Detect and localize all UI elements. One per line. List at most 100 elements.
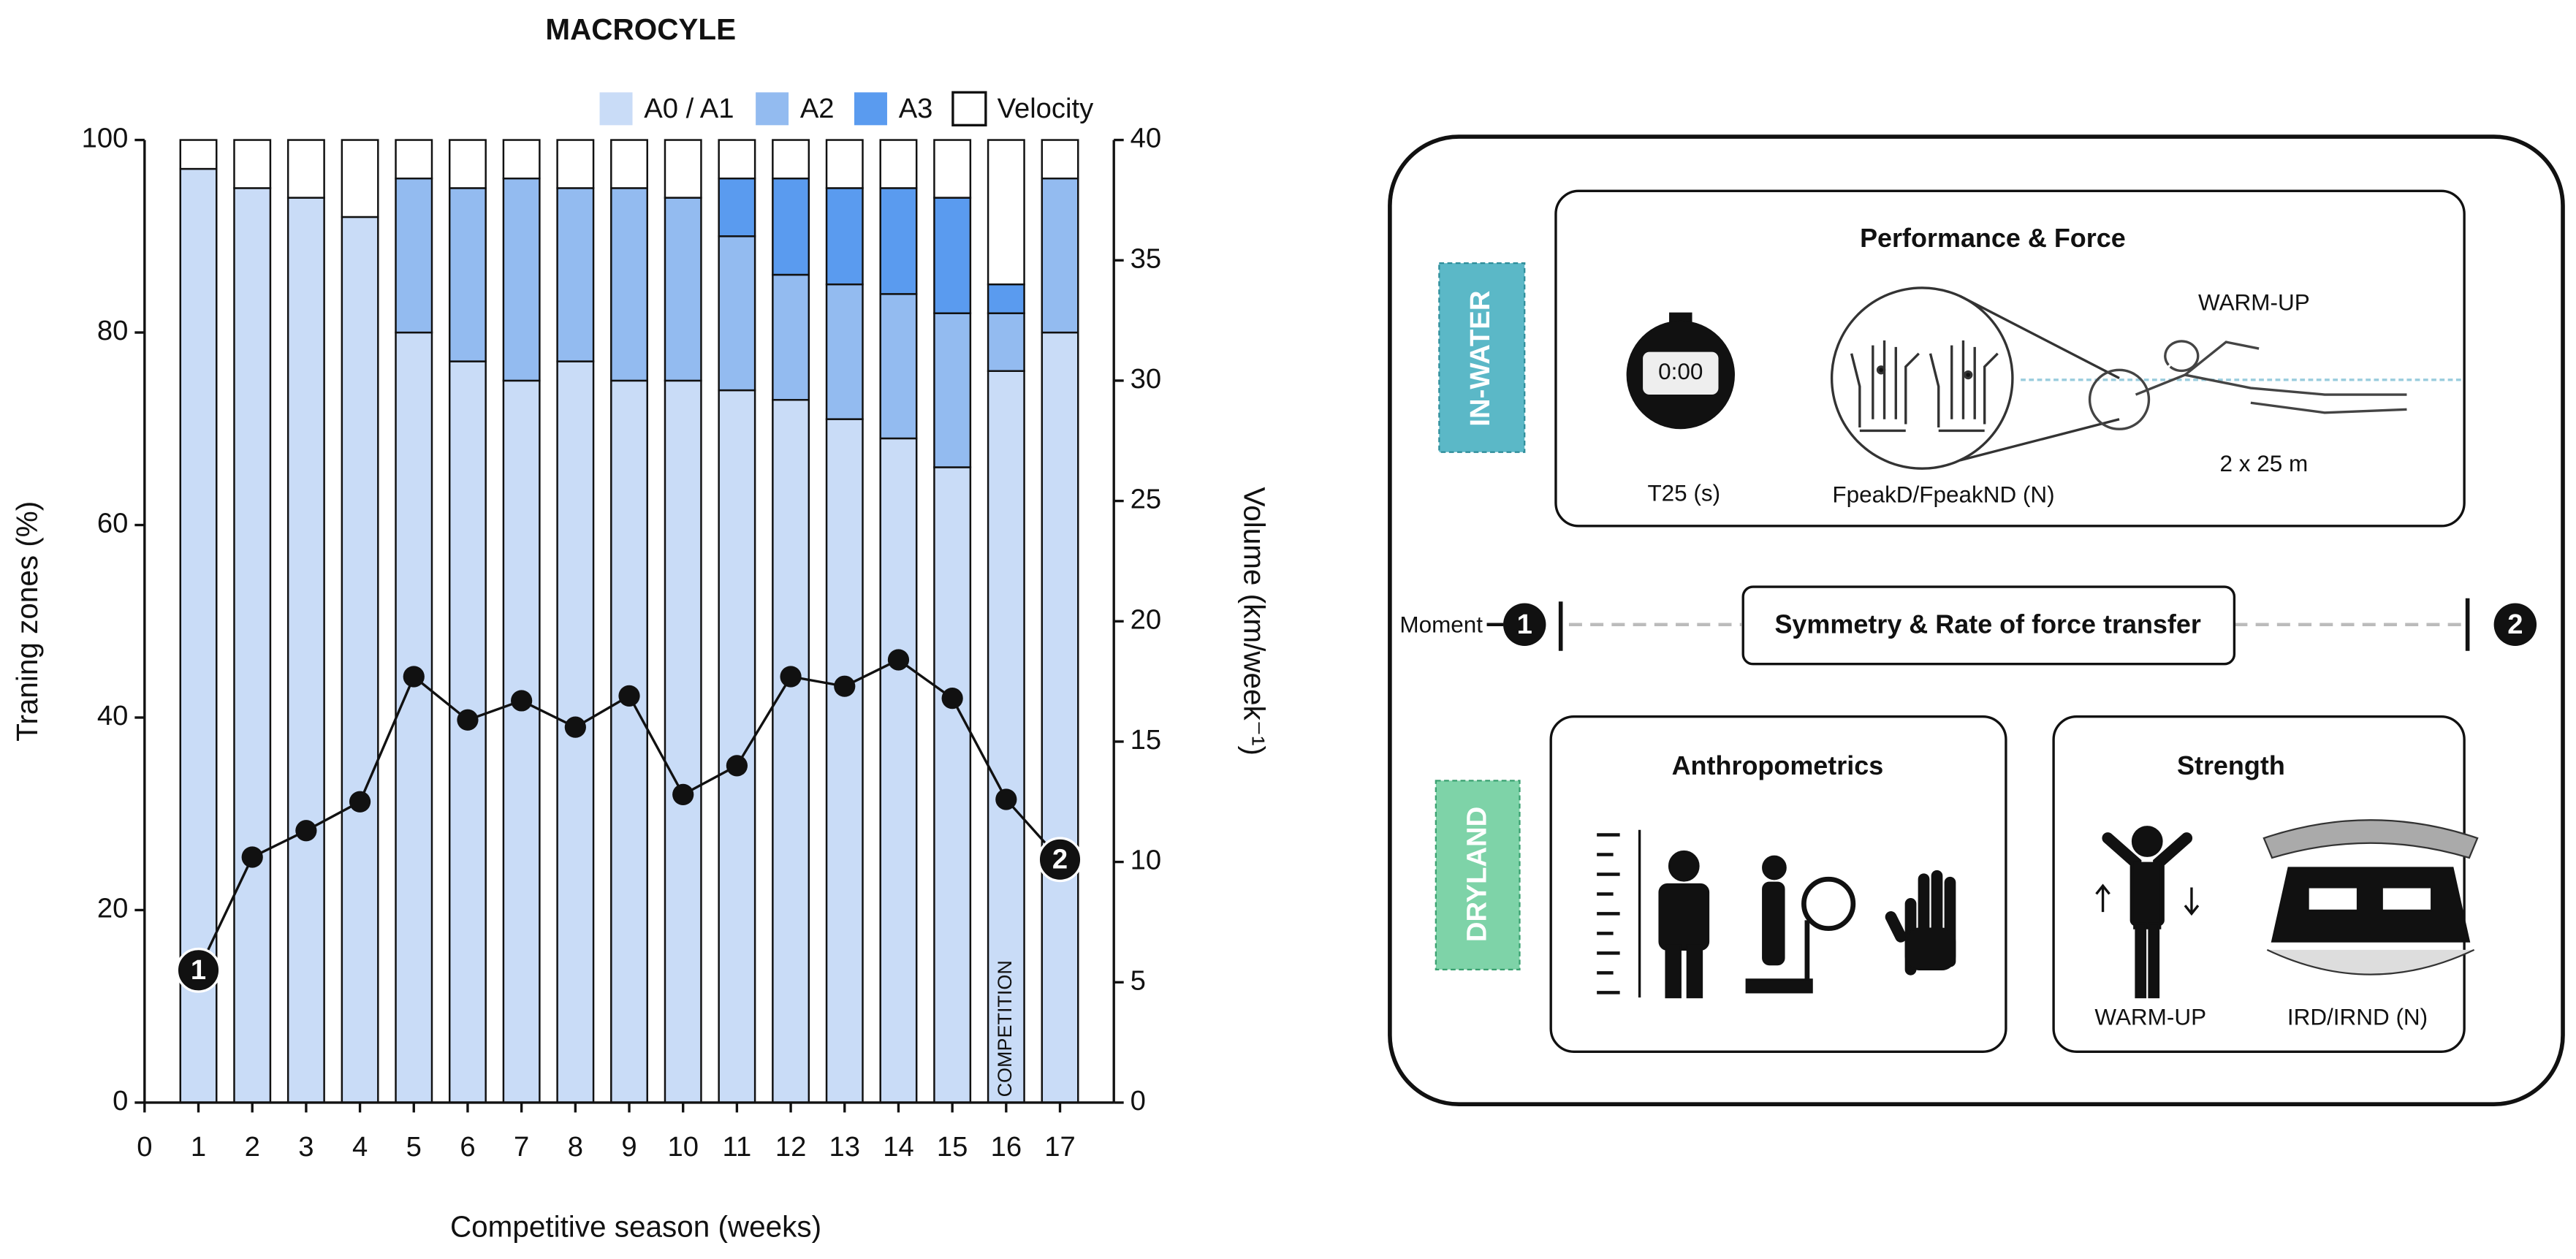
y2-tick-label: 0 xyxy=(1131,1085,1146,1117)
anthropometrics-title: Anthropometrics xyxy=(1672,750,1884,780)
in-water-box xyxy=(1554,189,2466,528)
volume-point xyxy=(995,788,1017,810)
bar-segment xyxy=(772,139,810,180)
y2-tick-label: 40 xyxy=(1131,123,1162,154)
x-tick-label: 16 xyxy=(991,1131,1022,1163)
bar-segment xyxy=(1041,178,1079,334)
bar-segment xyxy=(286,197,325,1104)
bar-segment xyxy=(341,139,379,218)
x-tick-label: 9 xyxy=(621,1131,637,1163)
in-water-item: 2 x 25 m xyxy=(2220,451,2309,476)
legend-swatch xyxy=(951,91,987,127)
bar-segment xyxy=(772,178,810,276)
chart-title: MACROCYLE xyxy=(545,12,736,46)
x-tick-label: 3 xyxy=(298,1131,314,1163)
in-water-item: T25 (s) xyxy=(1647,480,1720,506)
diagram: IN-WATER Performance & Force 0:00 T25 (s… xyxy=(1388,134,2565,1107)
bar-segment xyxy=(395,139,433,180)
volume-point xyxy=(295,820,317,842)
volume-point xyxy=(511,690,533,712)
volume-point xyxy=(726,755,748,777)
y-tick-label: 0 xyxy=(113,1085,128,1117)
bar-segment xyxy=(610,379,648,1104)
bar-segment xyxy=(879,139,918,189)
legend-swatch xyxy=(854,92,887,126)
outer-frame xyxy=(1388,134,2565,1107)
annotation: COMPETITION xyxy=(994,960,1016,1097)
x-tick-label: 14 xyxy=(883,1131,914,1163)
bar-segment xyxy=(879,437,918,1104)
in-water-label: IN-WATER xyxy=(1464,291,1496,427)
moment-marker xyxy=(1037,837,1083,883)
bar-segment xyxy=(825,418,864,1104)
y2-tick-label: 15 xyxy=(1131,724,1162,756)
bar-segment xyxy=(933,312,972,468)
moment-label: Moment xyxy=(1399,612,1483,637)
bar-segment xyxy=(664,139,702,199)
x-tick-label: 8 xyxy=(568,1131,583,1163)
bar-segment xyxy=(987,312,1025,372)
bar-segment xyxy=(825,139,864,189)
x-tick-label: 10 xyxy=(667,1131,699,1163)
bar-segment xyxy=(610,187,648,382)
in-water-tag xyxy=(1438,262,1526,453)
x-tick-label: 15 xyxy=(937,1131,968,1163)
bar-segment xyxy=(718,235,756,392)
x-tick-label: 12 xyxy=(775,1131,807,1163)
volume-point xyxy=(834,675,856,697)
x-tick-label: 7 xyxy=(514,1131,529,1163)
bar-segment xyxy=(933,139,972,199)
dryland-label: DRYLAND xyxy=(1461,807,1492,942)
hands-icon xyxy=(1830,286,2120,470)
bar-segment xyxy=(395,178,433,334)
legend-label: A2 xyxy=(800,93,835,124)
bar-segment xyxy=(664,379,702,1104)
volume-point xyxy=(403,666,425,688)
legend-label: A0 / A1 xyxy=(644,93,734,124)
volume-point xyxy=(349,791,371,813)
x-tick-label: 4 xyxy=(352,1131,368,1163)
volume-point xyxy=(941,688,963,710)
swimmer-icon xyxy=(2021,340,2461,430)
moment-title: Symmetry & Rate of force transfer xyxy=(1774,609,2200,639)
plot: 12COMPETITION020406080100051015202530354… xyxy=(82,91,1162,1163)
y2-tick-label: 30 xyxy=(1131,363,1162,395)
bar-segment xyxy=(395,331,433,1104)
bar-segment xyxy=(772,273,810,401)
y2-tick-label: 20 xyxy=(1131,604,1162,635)
bar-segment xyxy=(825,187,864,286)
bar-segment xyxy=(1041,139,1079,180)
bar-segment xyxy=(448,187,487,362)
strength-item: IRD/IRND (N) xyxy=(2287,1005,2428,1030)
volume-point xyxy=(241,846,263,868)
y2-tick-label: 25 xyxy=(1131,484,1162,515)
bar-segment xyxy=(879,293,918,440)
moment-marker-label: 1 xyxy=(191,954,206,986)
y-tick-label: 20 xyxy=(97,893,129,924)
stopwatch-display: 0:00 xyxy=(1658,359,1703,384)
legend-swatch xyxy=(599,92,633,126)
legend-label: A3 xyxy=(899,93,933,124)
y2-tick-label: 35 xyxy=(1131,243,1162,274)
bar-segment xyxy=(233,139,272,189)
x-tick-label: 11 xyxy=(723,1131,752,1163)
moment-marker xyxy=(2493,603,2537,646)
x-tick-label: 13 xyxy=(829,1131,861,1163)
moment-box xyxy=(1741,585,2236,666)
bar-segment xyxy=(556,187,595,362)
in-water-title: Performance & Force xyxy=(1860,223,2126,253)
volume-point xyxy=(564,716,586,738)
legend-swatch xyxy=(756,92,789,126)
y-tick-label: 100 xyxy=(82,123,129,154)
volume-point xyxy=(457,709,479,731)
warm-up-label: WARM-UP xyxy=(2198,290,2310,316)
x-axis-label: Competitive season (weeks) xyxy=(450,1210,821,1244)
y2-axis-label: Volume (km/week⁻¹) xyxy=(1237,487,1271,756)
volume-point xyxy=(672,783,694,806)
x-tick-label: 17 xyxy=(1044,1131,1076,1163)
bar-segment xyxy=(448,360,487,1104)
bar-segment xyxy=(825,283,864,420)
bar-segment xyxy=(448,139,487,189)
y-axis-label: Traning zones (%) xyxy=(10,501,44,742)
